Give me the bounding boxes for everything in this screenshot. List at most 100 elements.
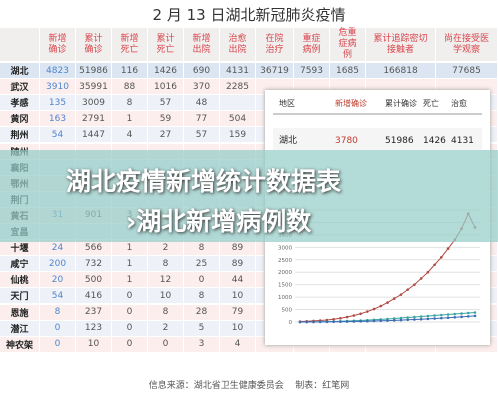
region-cell: 十堰 — [0, 240, 40, 257]
point — [386, 301, 389, 304]
value-cell: 79 — [220, 304, 256, 321]
value-cell: 8 — [112, 95, 148, 112]
value-cell: 1447 — [76, 127, 112, 144]
value-cell: 690 — [184, 63, 220, 80]
point — [453, 312, 457, 316]
point — [345, 315, 349, 319]
y-tick-label: 0 — [289, 320, 293, 326]
value-cell: 8 — [148, 304, 184, 321]
banner-title: 湖北疫情新增统计数据表 — [66, 167, 342, 196]
point — [426, 317, 430, 321]
point — [440, 255, 443, 259]
point — [345, 320, 349, 323]
value-cell: 0 — [40, 336, 76, 353]
header-cell: 新增死亡 — [112, 28, 148, 62]
header-cell: 尚在接受医学观察 — [436, 28, 498, 62]
value-cell: 20 — [40, 272, 76, 289]
value-cell: 0 — [112, 304, 148, 321]
region-cell: 孝感 — [0, 95, 40, 112]
value-cell: 24 — [40, 240, 76, 257]
point — [392, 297, 396, 300]
value-cell: 370 — [184, 79, 220, 96]
value-cell: 10 — [148, 288, 184, 305]
y-tick-label: 3000 — [278, 245, 292, 251]
value-cell: 1426 — [148, 63, 184, 80]
point — [446, 313, 450, 316]
header-cell: 累计追踪密切接触者 — [366, 28, 436, 62]
point — [386, 319, 389, 322]
point — [325, 320, 329, 324]
value-cell: 57 — [184, 127, 220, 144]
point — [359, 312, 362, 316]
point — [392, 319, 396, 322]
value-cell: 1 — [112, 111, 148, 128]
point — [466, 311, 470, 315]
value-cell: 116 — [112, 63, 148, 80]
point — [426, 314, 430, 318]
inset-cell: 4131 — [451, 136, 474, 146]
value-cell: 89 — [220, 240, 256, 257]
value-cell: 4823 — [40, 63, 76, 80]
point — [332, 320, 335, 324]
region-cell: 潜江 — [0, 320, 40, 337]
value-cell: 2 — [148, 240, 184, 257]
value-cell — [220, 95, 256, 112]
region-cell: 仙桃 — [0, 272, 40, 289]
value-cell: 3009 — [76, 95, 112, 112]
header-cell: 危重症病例 — [330, 28, 366, 62]
value-cell: 10 — [220, 288, 256, 305]
point — [359, 320, 362, 323]
point — [460, 315, 463, 319]
inset-header: 地区 — [279, 98, 295, 108]
point — [372, 319, 376, 323]
header-cell: 治愈出院 — [220, 28, 256, 62]
value-cell: 2 — [148, 320, 184, 337]
banner: 湖北疫情新增统计数据表 ›湖北新增病例数 — [0, 150, 498, 242]
point — [419, 317, 423, 321]
point — [473, 311, 477, 314]
point — [339, 316, 342, 320]
value-cell: 166818 — [366, 63, 436, 80]
value-cell: 12 — [148, 272, 184, 289]
point — [453, 315, 457, 319]
footer: 信息来源：湖北省卫生健康委员会 制表：红笔网 — [0, 378, 498, 391]
value-cell: 566 — [76, 240, 112, 257]
point — [298, 320, 302, 324]
point — [413, 318, 416, 321]
header-cell: 新增出院 — [184, 28, 220, 62]
inset-row-bg — [273, 128, 482, 150]
value-cell: 4 — [112, 127, 148, 144]
value-cell: 88 — [112, 79, 148, 96]
region-cell: 恩施 — [0, 304, 40, 321]
point — [433, 317, 436, 320]
value-cell: 504 — [220, 111, 256, 128]
value-cell: 27 — [148, 127, 184, 144]
value-cell: 5 — [184, 320, 220, 337]
point — [392, 317, 396, 320]
y-tick-label: 2500 — [278, 258, 292, 264]
source: 信息来源：湖北省卫生健康委员会 — [148, 381, 284, 391]
point — [399, 318, 403, 322]
value-cell: 4 — [220, 336, 256, 353]
region-cell: 天门 — [0, 288, 40, 305]
y-tick-label: 1000 — [278, 295, 292, 301]
region-cell: 荆州 — [0, 127, 40, 144]
value-cell: 8 — [184, 240, 220, 257]
value-cell: 135 — [40, 95, 76, 112]
value-cell: 1 — [112, 256, 148, 273]
region-cell: 咸宁 — [0, 256, 40, 273]
value-cell: 1 — [112, 272, 148, 289]
point — [305, 320, 309, 324]
point — [466, 315, 470, 318]
header-cell: 在院治疗 — [256, 28, 294, 62]
inset-header: 死亡 — [423, 98, 439, 108]
value-cell: 500 — [76, 272, 112, 289]
point — [332, 317, 335, 321]
value-cell: 8 — [40, 304, 76, 321]
point — [460, 312, 463, 315]
value-cell: 0 — [112, 320, 148, 337]
value-cell: 77685 — [436, 63, 498, 80]
value-cell: 2791 — [76, 111, 112, 128]
